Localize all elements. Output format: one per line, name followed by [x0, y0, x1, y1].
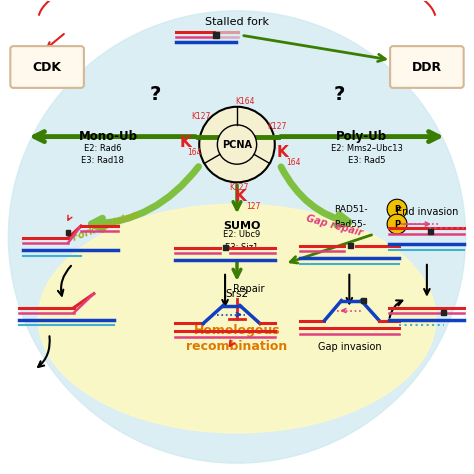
Text: Poly-Ub: Poly-Ub — [336, 130, 387, 143]
Text: SUMO: SUMO — [223, 221, 261, 231]
Text: P: P — [394, 219, 400, 228]
Bar — [361, 298, 366, 303]
Text: K164: K164 — [235, 97, 255, 106]
Text: 127: 127 — [246, 201, 260, 210]
Text: K127: K127 — [229, 183, 249, 192]
Circle shape — [218, 125, 256, 164]
Text: ?: ? — [334, 85, 345, 104]
Ellipse shape — [38, 204, 436, 433]
Text: Repair: Repair — [233, 284, 264, 294]
Text: RAD51-: RAD51- — [335, 205, 368, 214]
Text: Fork incision: Fork incision — [72, 210, 140, 243]
Bar — [441, 310, 446, 315]
Bar — [65, 229, 71, 235]
Circle shape — [387, 214, 407, 234]
Text: E2: Ubc9
E3: Siz1: E2: Ubc9 E3: Siz1 — [223, 230, 261, 252]
Text: Gap invasion: Gap invasion — [318, 342, 381, 352]
Text: E2: Rad6
E3: Rad18: E2: Rad6 E3: Rad18 — [82, 144, 124, 165]
Text: DDR: DDR — [412, 61, 442, 73]
Text: P: P — [394, 205, 400, 214]
Text: PCNA: PCNA — [222, 139, 252, 149]
Ellipse shape — [9, 11, 465, 463]
Text: 164: 164 — [286, 158, 301, 167]
Text: Srs2: Srs2 — [226, 289, 248, 299]
Text: Mono-Ub: Mono-Ub — [79, 130, 138, 143]
Text: Gap repair: Gap repair — [305, 214, 364, 238]
Circle shape — [199, 107, 275, 182]
Bar — [213, 32, 219, 38]
Text: 164: 164 — [187, 148, 201, 157]
Text: Homologous
recombination: Homologous recombination — [186, 324, 288, 353]
Text: K: K — [235, 189, 247, 204]
Text: CDK: CDK — [33, 61, 62, 73]
Text: E2: Mms2–Ubc13
E3: Rad5: E2: Mms2–Ubc13 E3: Rad5 — [331, 144, 403, 165]
Text: Stalled fork: Stalled fork — [205, 17, 269, 27]
Text: K: K — [277, 145, 289, 160]
Bar — [428, 228, 433, 234]
Text: K127: K127 — [267, 122, 286, 131]
Text: K127: K127 — [191, 112, 211, 121]
Circle shape — [387, 199, 407, 219]
FancyBboxPatch shape — [390, 46, 464, 88]
FancyBboxPatch shape — [10, 46, 84, 88]
Text: ?: ? — [150, 85, 161, 104]
Text: K: K — [180, 135, 191, 150]
Bar — [223, 246, 228, 250]
Text: Rad55-: Rad55- — [335, 219, 366, 228]
Bar — [348, 244, 353, 248]
Text: End invasion: End invasion — [396, 207, 458, 217]
